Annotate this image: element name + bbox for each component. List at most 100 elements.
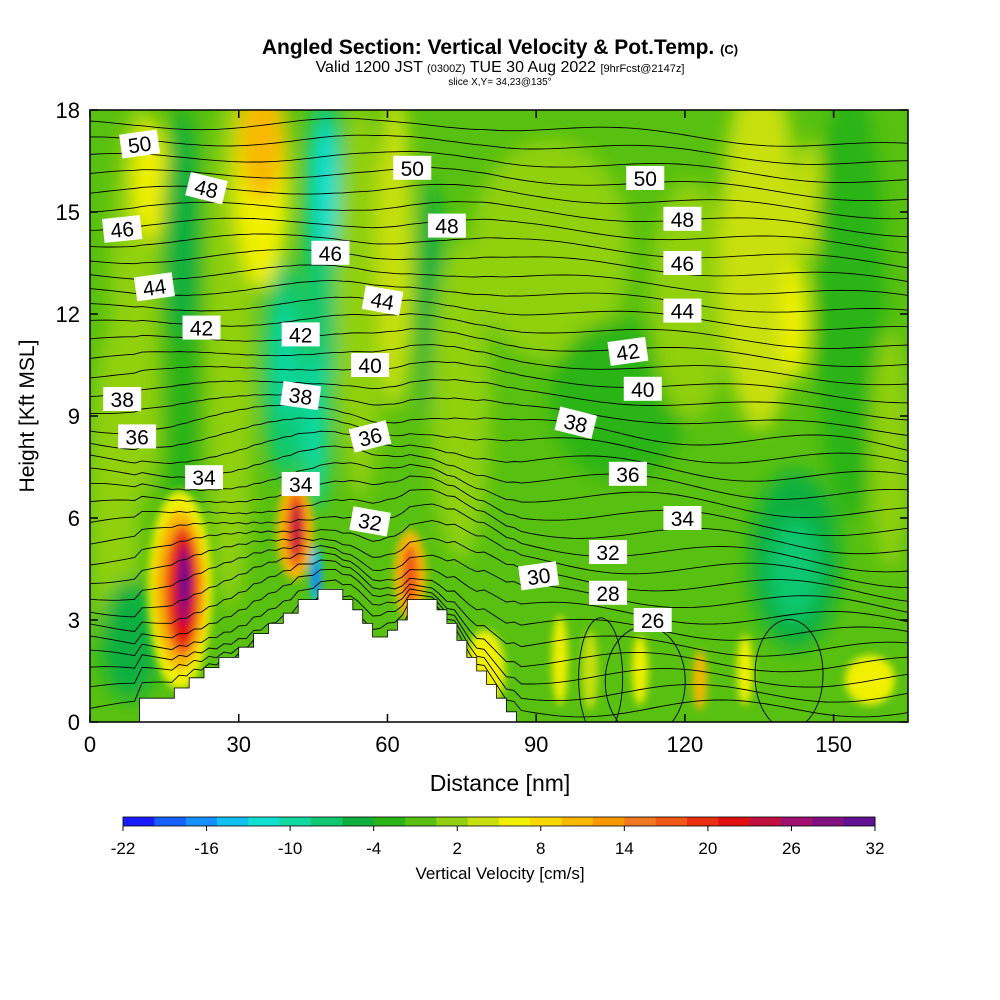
isentrope-line [90, 394, 908, 436]
colorbar-label: Vertical Velocity [cm/s] [415, 864, 585, 883]
isentrope-line [90, 503, 908, 573]
isentrope-label-box [119, 129, 161, 159]
isentrope-line [90, 600, 908, 703]
colorbar-swatch [687, 817, 719, 826]
isentrope-label: 40 [351, 353, 390, 378]
colorbar-swatch [185, 817, 218, 826]
isentrope-label: 38 [103, 387, 142, 412]
isentrope-line [90, 489, 908, 555]
x-tick-label: 90 [524, 732, 548, 757]
isentrope-label-box [133, 272, 175, 302]
colorbar-tick-label: -10 [278, 839, 303, 858]
isentrope-label-text: 36 [356, 424, 384, 452]
isentrope-line [90, 296, 908, 331]
x-tick-label: 30 [226, 732, 250, 757]
colorbar: -22 -16 -10 -4 2 8 14 20 26 32 [111, 816, 884, 858]
isentrope-label: 26 [633, 608, 672, 633]
colorbar-frame [122, 816, 876, 827]
colorbar-swatch [530, 817, 563, 826]
colorbar-swatch [154, 817, 187, 826]
colorbar-swatch [311, 817, 343, 826]
colorbar-tick-label: 8 [536, 839, 545, 858]
isentrope-cell [754, 618, 824, 722]
isentrope-label: 50 [626, 166, 665, 191]
isentrope-label: 48 [185, 171, 228, 205]
isentrope-label: 44 [133, 272, 175, 302]
y-axis-label: Height [Kft MSL] [16, 340, 39, 493]
isentrope-line [90, 404, 908, 451]
isentrope-label-box [663, 506, 702, 530]
isentrope-label: 34 [281, 472, 320, 497]
colorbar-swatch [123, 817, 155, 826]
isentrope-label-text: 46 [110, 218, 136, 243]
vertical-velocity-field: 50 48 46 44 42 38 36 34 46 42 38 34 50 48 44 40 36 32 50 48… [90, 110, 908, 722]
isentrope-line [90, 117, 908, 147]
x-tick-label: 120 [667, 732, 704, 757]
isentrope-label: 32 [349, 506, 391, 537]
isentrope-label-box [663, 206, 702, 231]
isentrope-label-box [554, 406, 598, 440]
isentrope-label-text: 42 [190, 318, 213, 341]
isentrope-label: 36 [608, 461, 647, 487]
isentrope-line [90, 379, 908, 421]
isentrope-line [90, 280, 908, 313]
isentrope-lines [90, 117, 908, 722]
isentrope-line [90, 579, 908, 673]
colorbar-swatch [279, 817, 312, 826]
colorbar-swatch [373, 817, 406, 826]
terrain-mask [90, 589, 908, 722]
isentrope-label-box [589, 580, 628, 605]
isentrope-label-text: 40 [358, 355, 381, 378]
y-tick-label: 15 [56, 200, 80, 225]
isentrope-label: 48 [663, 206, 702, 232]
colorbar-tick-label: -16 [194, 839, 219, 858]
isentrope-label-box [663, 251, 702, 275]
isentrope-label-text: 38 [561, 410, 589, 438]
isentrope-label: 42 [182, 315, 221, 341]
isentrope-line [90, 475, 908, 537]
isentrope-label-text: 50 [401, 158, 424, 181]
isentrope-label-box [663, 298, 702, 323]
isentrope-label-text: 50 [127, 132, 153, 158]
isentrope-label-text: 48 [435, 216, 458, 239]
valid-date: TUE 30 Aug 2022 [469, 59, 597, 76]
isentrope-label-box [182, 315, 221, 340]
isentrope-line [90, 201, 908, 238]
colorbar-tick-label: -4 [366, 839, 381, 858]
isentrope-label: 34 [185, 465, 224, 490]
x-axis-label: Distance [nm] [430, 770, 571, 796]
isentrope-label: 44 [663, 298, 702, 324]
colorbar-swatch [436, 817, 469, 826]
isentrope-line [90, 417, 908, 464]
isentrope-label: 42 [607, 336, 649, 366]
isentrope-line [90, 344, 908, 386]
isentrope-label-box [589, 540, 628, 564]
isentrope-label-text: 38 [111, 389, 134, 412]
colorbar-swatch [593, 817, 625, 826]
isentrope-label-text: 42 [615, 340, 641, 366]
isentrope-label-text: 30 [526, 564, 552, 590]
isentrope-label-text: 34 [192, 467, 216, 490]
isentrope-labels: 50 48 46 44 42 38 36 34 46 42 38 34 50 48 44 40 36 32 50 48… [102, 129, 702, 633]
isentrope-line [90, 233, 908, 269]
isentrope-label: 30 [518, 561, 560, 591]
isentrope-label: 28 [589, 580, 628, 606]
isentrope-line [90, 328, 908, 368]
isentrope-label: 48 [427, 213, 466, 239]
colorbar-swatch [749, 817, 782, 826]
isentrope-label: 38 [554, 406, 598, 440]
colorbar-swatch [655, 817, 688, 826]
isentrope-label-box [118, 424, 157, 449]
isentrope-label: 46 [311, 240, 350, 266]
isentrope-label-box [311, 240, 350, 265]
colorbar-swatch [843, 817, 876, 826]
isentrope-line [90, 361, 908, 404]
isentrope-label: 46 [102, 215, 143, 243]
isentrope-label: 42 [281, 322, 320, 347]
isentrope-label: 40 [623, 376, 662, 402]
isentrope-label-box [348, 420, 392, 453]
isentrope-label-box [633, 608, 672, 632]
colorbar-swatch [718, 817, 751, 826]
isentrope-label-text: 32 [356, 510, 383, 537]
